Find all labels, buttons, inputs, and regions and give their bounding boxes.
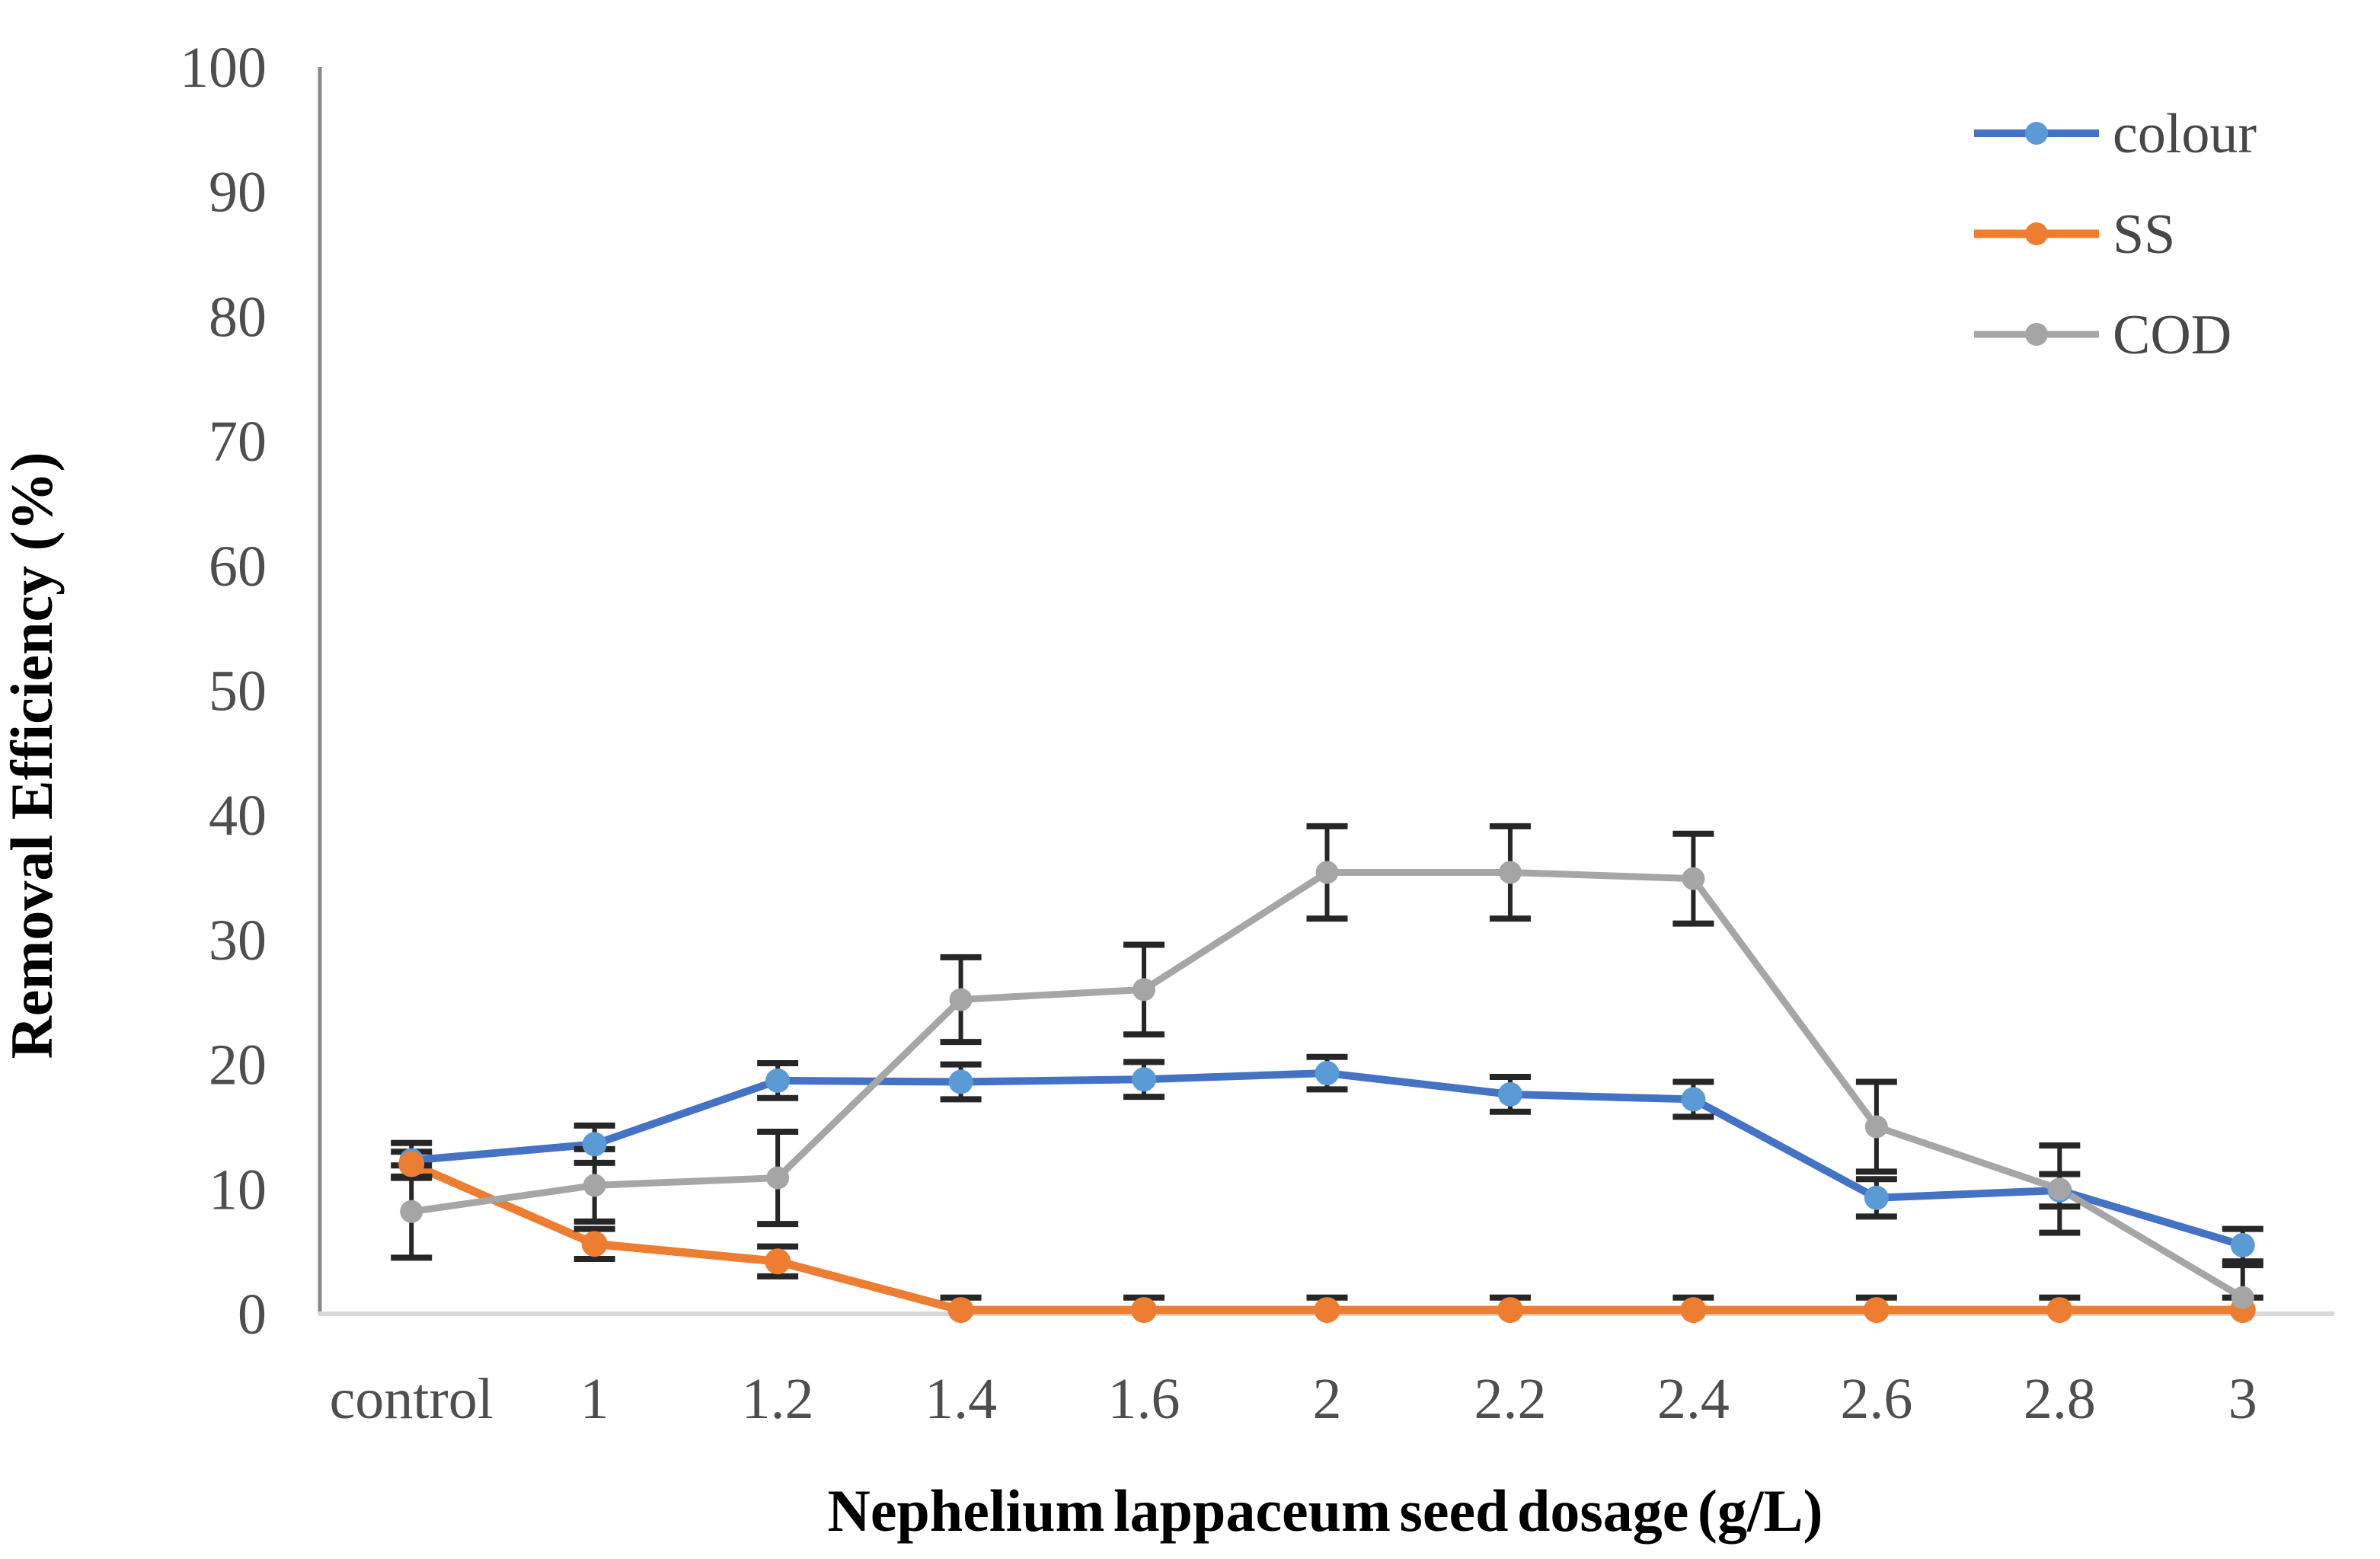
x-category-label: 2.2	[1474, 1367, 1546, 1431]
y-tick-label: 0	[238, 1283, 267, 1347]
data-point-SS	[1497, 1297, 1523, 1324]
y-tick-label: 30	[209, 909, 267, 973]
series-markers	[398, 861, 2256, 1324]
x-category-label: 2.6	[1840, 1367, 1912, 1431]
data-point-colour	[1497, 1081, 1522, 1107]
legend-item-SS: SS	[1974, 203, 2175, 266]
legend-swatch-dot-COD	[2025, 323, 2048, 346]
data-point-SS	[398, 1151, 425, 1177]
x-category-label: 2.8	[2024, 1367, 2096, 1431]
x-category-label: 2	[1313, 1367, 1342, 1431]
x-axis-title: Nephelium lappaceum seed dosage (g/L)	[827, 1478, 1823, 1544]
data-point-COD	[1315, 861, 1339, 884]
y-axis-title: Removal Efficiency (%)	[0, 452, 65, 1059]
data-point-COD	[2231, 1286, 2254, 1309]
data-point-colour	[1132, 1067, 1157, 1092]
y-tick-label: 100	[180, 36, 267, 100]
y-tick-label: 50	[209, 660, 267, 724]
series-line-SS	[410, 1160, 2243, 1315]
y-tick-label: 80	[209, 285, 267, 349]
legend: colour SS COD	[1974, 103, 2257, 366]
data-point-COD	[583, 1174, 606, 1197]
data-point-COD	[1498, 861, 1522, 884]
data-point-COD	[2048, 1177, 2072, 1201]
y-tick-label: 40	[209, 784, 267, 848]
data-point-SS	[1863, 1297, 1890, 1324]
y-tick-label: 60	[209, 535, 267, 599]
data-point-SS	[1131, 1297, 1158, 1324]
x-category-label: control	[330, 1367, 494, 1431]
data-point-SS	[581, 1231, 608, 1257]
x-category-label: 1.6	[1108, 1367, 1180, 1431]
data-point-colour	[1315, 1061, 1340, 1086]
legend-item-colour: colour	[1974, 103, 2257, 165]
data-point-colour	[1864, 1185, 1889, 1210]
y-tick-label: 70	[209, 410, 267, 474]
x-category-label: 1	[580, 1367, 609, 1431]
y-tick-label: 90	[209, 161, 267, 225]
data-point-SS	[2046, 1297, 2073, 1324]
data-point-COD	[949, 988, 973, 1011]
data-point-SS	[765, 1248, 791, 1275]
data-point-COD	[1864, 1115, 1888, 1139]
data-point-colour	[2230, 1232, 2255, 1257]
data-point-colour	[765, 1068, 791, 1093]
data-point-COD	[1132, 978, 1156, 1002]
x-axis-tick-labels: control 1 1.2 1.4 1.6 2 2.2 2.4 2.6 2.8 3	[330, 1367, 2257, 1431]
data-point-COD	[1682, 867, 1705, 890]
x-category-label: 2.4	[1657, 1367, 1730, 1431]
data-point-colour	[948, 1069, 973, 1094]
data-point-SS	[1680, 1297, 1707, 1324]
x-category-label: 1.2	[742, 1367, 814, 1431]
data-point-COD	[766, 1166, 790, 1190]
data-point-colour	[1681, 1087, 1706, 1112]
legend-label-SS: SS	[2113, 203, 2175, 266]
y-tick-label: 20	[209, 1033, 267, 1097]
y-axis-tick-labels: 0 10 20 30 40 50 60 70 80 90 100	[180, 36, 267, 1347]
legend-label-COD: COD	[2113, 304, 2231, 366]
legend-item-COD: COD	[1974, 304, 2231, 366]
data-point-colour	[582, 1132, 607, 1157]
x-category-label: 3	[2228, 1367, 2257, 1431]
x-category-label: 1.4	[925, 1367, 997, 1431]
y-tick-label: 10	[209, 1158, 267, 1222]
legend-swatch-dot-colour	[2025, 122, 2048, 145]
legend-label-colour: colour	[2113, 103, 2257, 165]
data-point-COD	[400, 1200, 423, 1223]
data-point-SS	[947, 1297, 974, 1324]
data-point-SS	[1314, 1297, 1340, 1324]
legend-swatch-dot-SS	[2025, 222, 2048, 245]
